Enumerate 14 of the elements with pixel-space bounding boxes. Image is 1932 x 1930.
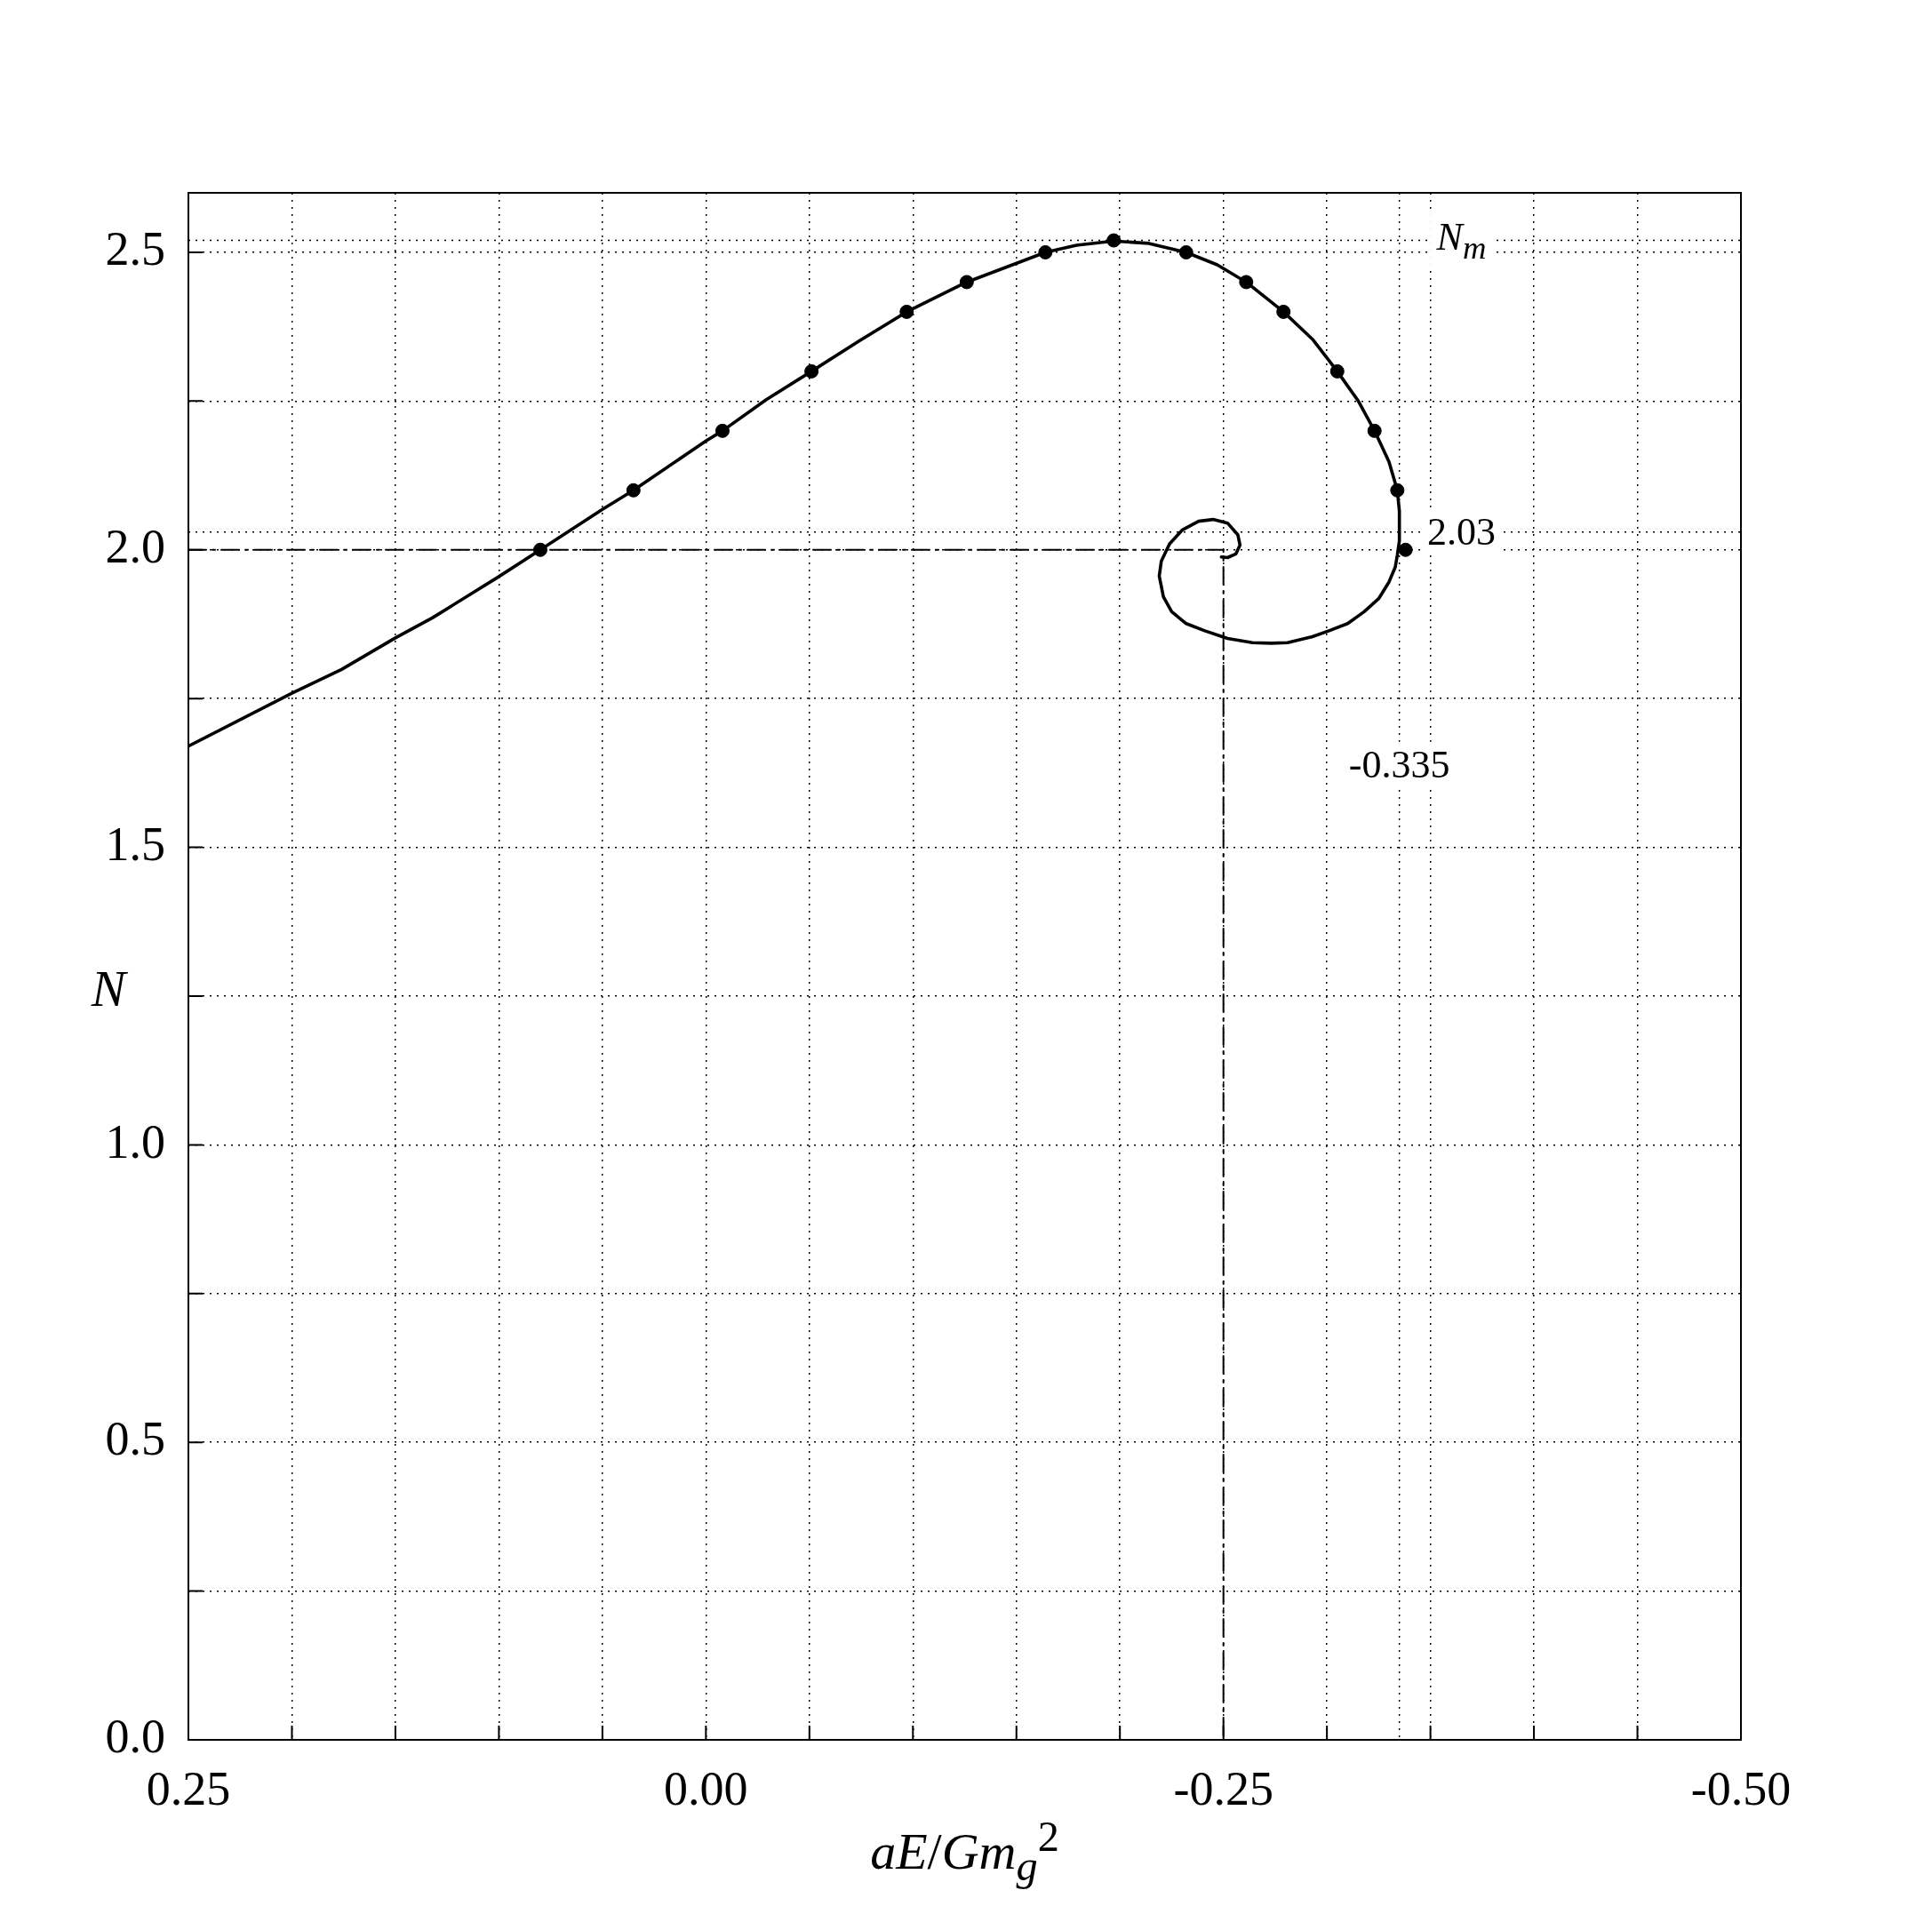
x-tick-label: -0.50 bbox=[1690, 1761, 1792, 1815]
y-tick-label: 2.0 bbox=[105, 519, 165, 573]
ref-line-label: -0.335 bbox=[1341, 741, 1457, 789]
y-tick-label: 2.5 bbox=[105, 222, 165, 276]
x-tick-label: -0.25 bbox=[1173, 1761, 1273, 1815]
ref-line-label: N$_{m}$ bbox=[1436, 214, 1487, 266]
y-tick-label: 1.0 bbox=[105, 1114, 165, 1168]
x-tick-label: 0.00 bbox=[664, 1761, 748, 1815]
x-tick-label: 0.25 bbox=[146, 1761, 231, 1815]
ref-line-label: 2.03 bbox=[1420, 508, 1504, 555]
y-tick-label: 1.5 bbox=[105, 817, 165, 871]
y-tick-label: 0.5 bbox=[105, 1412, 165, 1466]
y-axis-title: N bbox=[91, 959, 126, 1017]
y-tick-label: 0.0 bbox=[105, 1710, 165, 1764]
